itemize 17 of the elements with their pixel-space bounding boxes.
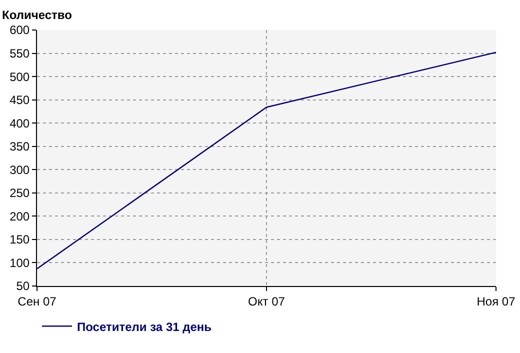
y-tick-label: 150 [10, 232, 30, 247]
y-tick-label: 550 [10, 46, 30, 60]
legend-label: Посетители за 31 день [77, 320, 212, 334]
y-tick-label: 100 [10, 256, 30, 270]
x-tick-label: Ноя 07 [476, 294, 516, 308]
y-tick-label: 200 [10, 209, 30, 224]
y-tick-label: 600 [10, 23, 30, 38]
y-tick-label: 500 [10, 70, 30, 84]
y-axis-title: Количество [2, 8, 72, 22]
y-tick-label: 400 [10, 116, 30, 130]
y-tick-label: 350 [10, 140, 30, 154]
y-tick-label: 300 [10, 162, 30, 177]
x-tick-label: Окт 07 [248, 294, 286, 308]
y-tick-label: 250 [10, 186, 30, 200]
y-tick-label: 50 [16, 279, 30, 294]
y-tick-label: 450 [10, 93, 30, 108]
x-tick-label: Сен 07 [18, 294, 57, 308]
